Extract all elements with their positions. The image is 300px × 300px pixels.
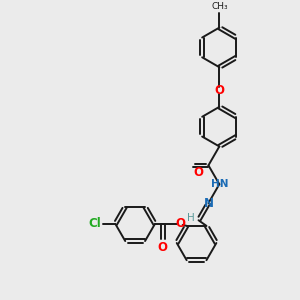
Text: O: O <box>194 166 204 179</box>
Text: Cl: Cl <box>89 218 101 230</box>
Text: O: O <box>176 218 186 230</box>
Text: O: O <box>157 241 167 254</box>
Text: N: N <box>203 196 213 210</box>
Text: CH₃: CH₃ <box>211 2 228 11</box>
Text: O: O <box>214 83 224 97</box>
Text: HN: HN <box>211 179 228 189</box>
Text: H: H <box>187 213 195 223</box>
